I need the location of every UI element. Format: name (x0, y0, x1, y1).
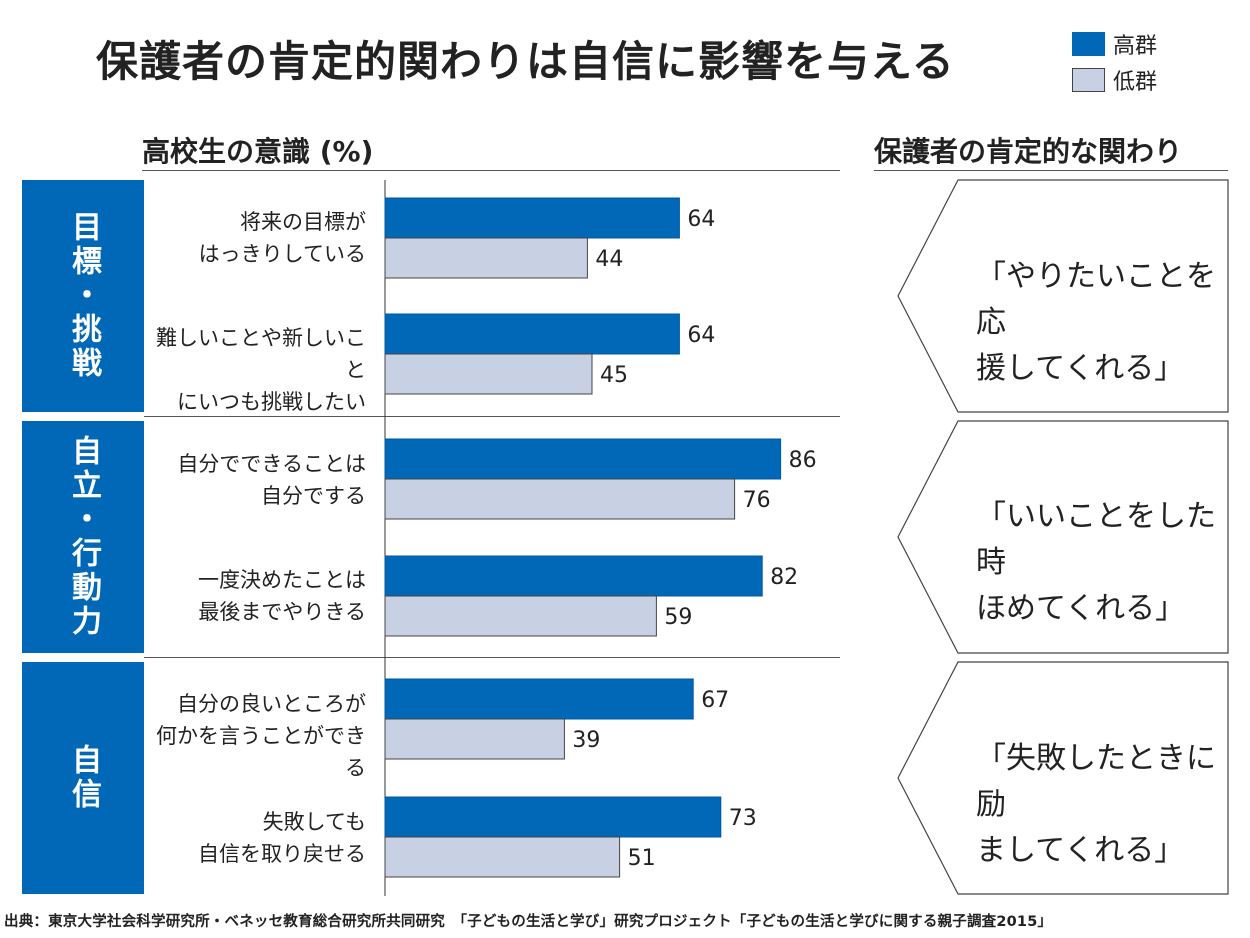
legend-label-low: 低群 (1113, 70, 1158, 95)
item-label: 失敗しても 自信を取り戻せる (198, 810, 366, 866)
left-header: 高校生の意識 (%) (142, 135, 374, 168)
bar-high (384, 438, 782, 480)
bar-high (384, 555, 763, 597)
data-label-high: 64 (687, 207, 715, 232)
item-label: 難しいことや新しいこと にいつも挑戦したい (156, 326, 366, 414)
bar-low (384, 718, 565, 760)
legend: 高群 低群 (1072, 26, 1157, 98)
bar-high (384, 796, 722, 838)
bar-low (384, 836, 621, 878)
data-label-high: 86 (789, 448, 817, 473)
quote-encourage: 「失敗したときに励 ましてくれる」 (976, 741, 1216, 868)
item-label: 将来の目標が はっきりしている (198, 210, 366, 266)
group-separator (144, 657, 840, 658)
data-label-low: 51 (628, 846, 656, 871)
category-label: 自立・行動力 (66, 435, 101, 639)
item-label: 自分の良いところが 何かを言うことができる (156, 692, 366, 780)
legend-swatch-high (1072, 32, 1105, 56)
bar-high (384, 197, 680, 239)
data-label-low: 59 (664, 605, 692, 630)
page-title: 保護者の肯定的関わりは自信に影響を与える (96, 37, 955, 86)
data-label-high: 82 (770, 565, 798, 590)
data-label-low: 45 (600, 363, 628, 388)
legend-item-low: 低群 (1072, 62, 1157, 98)
left-header-underline (142, 170, 840, 171)
data-label-high: 73 (729, 806, 757, 831)
bar-high (384, 313, 680, 355)
bar-low (384, 595, 657, 637)
item-label: 一度決めたことは 最後までやりきる (198, 568, 366, 624)
data-label-high: 64 (687, 323, 715, 348)
category-label: 自信 (66, 744, 101, 812)
bar-high (384, 678, 694, 720)
legend-label-high: 高群 (1113, 34, 1158, 59)
item-label: 自分でできることは 自分でする (177, 452, 366, 508)
category-independence: 自立・行動力 (22, 421, 144, 653)
data-label-low: 44 (595, 247, 623, 272)
source-footnote: 出典：東京大学社会科学研究所・ベネッセ教育総合研究所共同研究 「子どもの生活と学… (4, 914, 1053, 930)
bar-low (384, 353, 593, 395)
data-label-high: 67 (701, 688, 729, 713)
bar-low (384, 478, 736, 520)
right-header-underline (874, 170, 1228, 171)
category-confidence: 自信 (22, 662, 144, 894)
chevron-panel-support (897, 179, 1229, 413)
data-label-low: 76 (743, 488, 771, 513)
category-goal-challenge: 目標・挑戦 (22, 180, 144, 412)
legend-item-high: 高群 (1072, 26, 1157, 62)
chevron-panel-praise (897, 420, 1229, 654)
right-header: 保護者の肯定的な関わり (874, 135, 1183, 168)
category-label: 目標・挑戦 (66, 211, 101, 381)
bar-low (384, 237, 588, 279)
quote-support: 「やりたいことを応 援してくれる」 (976, 259, 1216, 386)
group-separator (144, 416, 840, 417)
data-label-low: 39 (572, 728, 600, 753)
quote-praise: 「いいことをした時 ほめてくれる」 (976, 499, 1216, 626)
legend-swatch-low (1072, 68, 1105, 92)
chevron-panel-encourage (897, 661, 1229, 895)
